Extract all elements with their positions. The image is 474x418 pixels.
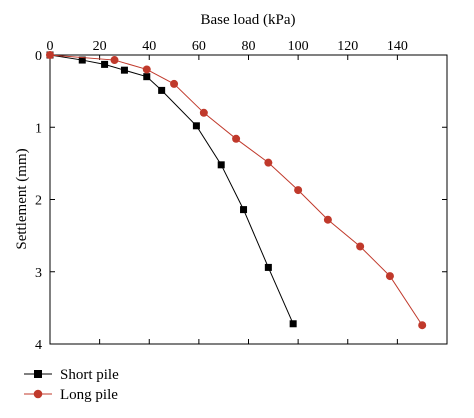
x-axis-ticks: 0 20 40 60 80 100 120 140 bbox=[47, 39, 408, 344]
data-point-short-pile bbox=[143, 73, 151, 81]
data-point-long-pile bbox=[199, 108, 208, 117]
x-tick-label: 120 bbox=[337, 39, 358, 54]
legend-marker-short-pile bbox=[34, 370, 42, 378]
y-tick-label: 1 bbox=[35, 121, 42, 136]
legend: Short pile Long pile bbox=[24, 367, 119, 403]
data-point-long-pile bbox=[385, 272, 394, 281]
x-tick-label: 20 bbox=[93, 39, 107, 54]
plot-frame bbox=[49, 54, 448, 345]
data-point-short-pile bbox=[78, 56, 86, 64]
data-point-short-pile bbox=[217, 161, 225, 169]
data-point-long-pile bbox=[110, 56, 119, 65]
legend-label-long-pile: Long pile bbox=[60, 387, 118, 403]
data-point-long-pile bbox=[142, 65, 151, 74]
data-point-long-pile bbox=[356, 242, 365, 251]
x-tick-label: 0 bbox=[47, 39, 54, 54]
x-tick-label: 60 bbox=[192, 39, 206, 54]
legend-label-short-pile: Short pile bbox=[60, 367, 119, 383]
data-point-long-pile bbox=[46, 51, 54, 59]
x-tick-label: 40 bbox=[142, 39, 156, 54]
y-tick-label: 3 bbox=[35, 266, 42, 281]
legend-marker-long-pile bbox=[33, 389, 43, 399]
x-tick-label: 80 bbox=[242, 39, 256, 54]
data-point-long-pile bbox=[294, 186, 303, 195]
data-point-short-pile bbox=[120, 66, 128, 74]
data-point-short-pile bbox=[158, 86, 166, 94]
series-line-short-pile bbox=[49, 54, 294, 324]
data-point-short-pile bbox=[192, 122, 200, 130]
data-point-long-pile bbox=[170, 79, 179, 88]
data-point-long-pile bbox=[418, 321, 427, 330]
data-point-short-pile bbox=[264, 263, 272, 271]
x-tick-label: 100 bbox=[288, 39, 309, 54]
data-point-long-pile bbox=[232, 134, 241, 143]
data-point-long-pile bbox=[323, 215, 332, 224]
y-tick-label: 4 bbox=[35, 338, 42, 353]
y-tick-label: 2 bbox=[35, 194, 42, 209]
data-point-long-pile bbox=[264, 158, 273, 167]
y-axis-ticks: 0 1 2 3 4 bbox=[35, 49, 447, 353]
x-tick-label: 140 bbox=[387, 39, 408, 54]
series-layer bbox=[46, 51, 427, 330]
data-point-short-pile bbox=[289, 320, 297, 328]
x-axis-title: Base load (kPa) bbox=[201, 12, 296, 28]
data-point-short-pile bbox=[101, 60, 109, 68]
data-point-short-pile bbox=[240, 206, 248, 214]
series-line-long-pile bbox=[49, 54, 423, 326]
y-tick-label: 0 bbox=[35, 49, 42, 64]
y-axis-title: Settlement (mm) bbox=[14, 148, 30, 249]
